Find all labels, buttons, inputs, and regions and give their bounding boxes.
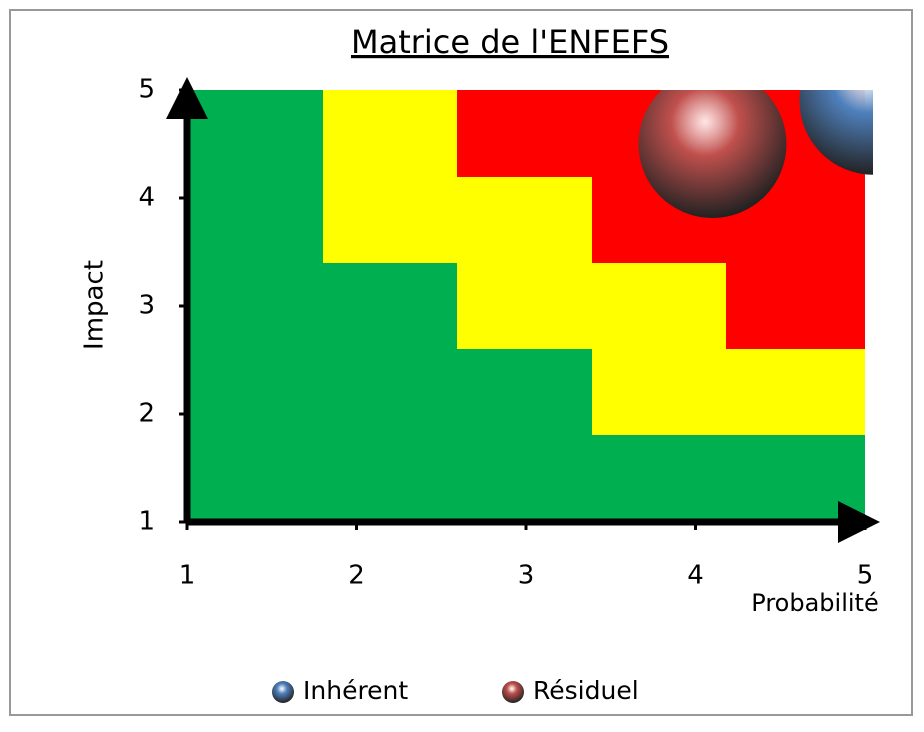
chart-title: Matrice de l'ENFEFS [351, 23, 669, 61]
legend-label: Résiduel [533, 676, 639, 705]
x-tick-label: 2 [348, 561, 365, 591]
x-tick-label: 4 [687, 561, 704, 591]
y-tick-label: 1 [138, 507, 155, 537]
legend-marker [272, 681, 294, 703]
x-tick-label: 1 [179, 561, 196, 591]
legend-label: Inhérent [303, 676, 408, 705]
x-tick-label: 3 [518, 561, 535, 591]
y-tick-label: 4 [138, 183, 155, 213]
bubbles [638, 90, 873, 218]
bubble [799, 90, 873, 175]
x-tick-label: 5 [857, 561, 874, 591]
legend-marker [502, 681, 524, 703]
y-tick-label: 3 [138, 291, 155, 321]
y-tick-label: 2 [138, 399, 155, 429]
x-axis-label: Probabilité [751, 589, 878, 617]
y-axis-label: Impact [80, 260, 110, 350]
y-tick-label: 5 [138, 75, 155, 105]
bubble [638, 90, 787, 218]
